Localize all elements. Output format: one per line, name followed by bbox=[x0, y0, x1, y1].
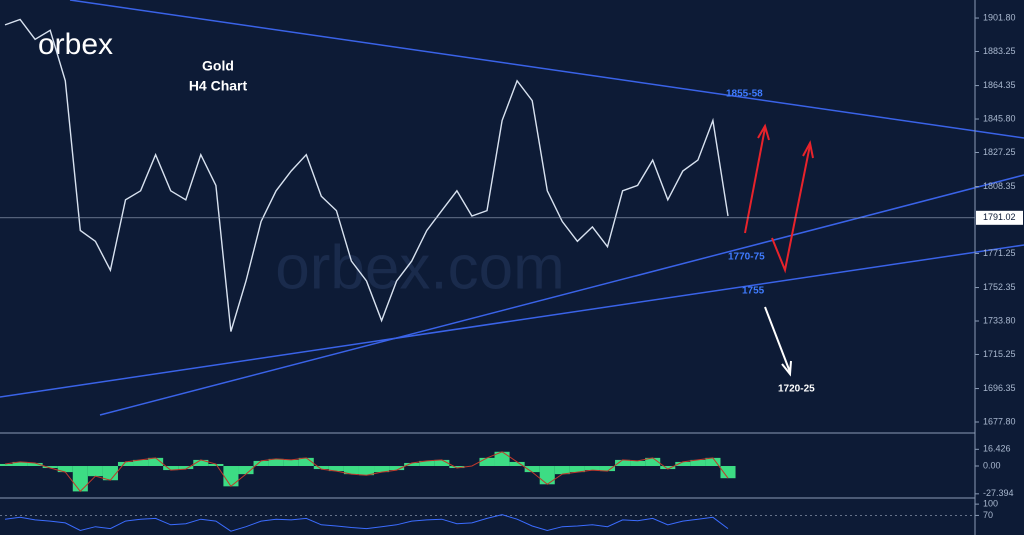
trendline bbox=[99, 174, 1024, 416]
annotation: 1720-25 bbox=[778, 384, 815, 395]
arrow bbox=[744, 127, 766, 234]
trendlines bbox=[0, 0, 1024, 416]
y-tick-label: 1677.80 bbox=[983, 416, 1016, 426]
last-price-label: 1791.02 bbox=[983, 212, 1016, 222]
histogram-bar bbox=[539, 466, 555, 485]
histogram-bar bbox=[27, 462, 43, 467]
series-line bbox=[4, 18, 729, 332]
histogram-bar bbox=[178, 466, 194, 470]
histogram-bar bbox=[374, 466, 390, 473]
y-tick-label: 70 bbox=[983, 510, 993, 520]
chart-title: Gold bbox=[202, 58, 234, 74]
histogram-bar bbox=[208, 463, 224, 467]
histogram-bar bbox=[389, 466, 405, 471]
histogram-bar bbox=[720, 466, 736, 479]
arrow-head bbox=[781, 360, 792, 377]
annotation: 1855-58 bbox=[726, 89, 763, 100]
y-tick-label: 1901.80 bbox=[983, 12, 1016, 22]
y-tick-label: 1715.25 bbox=[983, 349, 1016, 359]
histogram-bar bbox=[615, 459, 631, 467]
arrow bbox=[764, 306, 791, 373]
histogram-bar bbox=[419, 460, 435, 467]
trendline bbox=[0, 244, 1024, 398]
y-tick-label: 100 bbox=[983, 498, 998, 508]
histogram-bar bbox=[343, 466, 359, 475]
annotation: 1770-75 bbox=[728, 252, 765, 263]
histogram-bar bbox=[163, 466, 179, 471]
annotation: 1755 bbox=[742, 286, 765, 297]
y-tick-label: 16.426 bbox=[983, 444, 1011, 454]
histogram-bar bbox=[660, 466, 676, 470]
histogram-bar bbox=[675, 461, 691, 467]
chart-subtitle: H4 Chart bbox=[189, 78, 248, 94]
y-tick-label: 1696.35 bbox=[983, 383, 1016, 393]
histogram-bar bbox=[690, 459, 706, 467]
histogram-bar bbox=[554, 466, 570, 475]
histogram-bar bbox=[253, 460, 269, 467]
histogram-bar bbox=[268, 458, 284, 467]
histogram-bar bbox=[630, 460, 646, 467]
y-tick-label: 1864.35 bbox=[983, 80, 1016, 90]
histogram-bar bbox=[238, 466, 254, 475]
logo: orbex bbox=[38, 28, 113, 61]
histogram-bar bbox=[584, 466, 600, 471]
y-tick-label: 1771.25 bbox=[983, 248, 1016, 258]
last-price-box bbox=[976, 210, 1023, 225]
y-tick-label: 1883.25 bbox=[983, 46, 1016, 56]
histogram-bar bbox=[283, 459, 299, 467]
arrow bbox=[771, 144, 811, 274]
histogram-bar bbox=[72, 466, 88, 492]
histogram-bar bbox=[479, 457, 495, 467]
y-tick-label: -27.394 bbox=[983, 488, 1014, 498]
histogram-bar bbox=[434, 459, 450, 467]
histogram-bar bbox=[404, 462, 420, 467]
histogram-bar bbox=[313, 466, 329, 470]
histogram-bar bbox=[358, 466, 375, 476]
histogram-bar bbox=[509, 461, 525, 467]
arrow-head bbox=[757, 123, 770, 141]
arrows bbox=[744, 123, 814, 377]
histogram-bar bbox=[87, 466, 103, 477]
histogram-bar bbox=[494, 451, 510, 467]
histogram-bar bbox=[645, 457, 661, 467]
histogram-bar bbox=[449, 466, 465, 469]
histogram-bar bbox=[42, 466, 58, 469]
histogram-bar bbox=[223, 466, 239, 487]
histogram-bar bbox=[133, 459, 149, 467]
y-tick-label: 0.00 bbox=[983, 460, 1001, 470]
histogram-bar bbox=[569, 466, 585, 473]
histogram-bar bbox=[148, 457, 164, 467]
histogram-bar bbox=[705, 457, 721, 467]
histogram-bar bbox=[117, 461, 134, 467]
histogram-bar bbox=[0, 463, 13, 467]
series-line bbox=[4, 451, 729, 493]
histogram-bar bbox=[524, 466, 540, 473]
y-tick-label: 1808.35 bbox=[983, 181, 1016, 191]
histogram-bar bbox=[298, 457, 314, 467]
y-tick-label: 1733.80 bbox=[983, 315, 1016, 325]
histogram-bar bbox=[57, 466, 73, 473]
histogram-bar bbox=[102, 466, 118, 481]
y-tick-label: 1845.80 bbox=[983, 113, 1016, 123]
histogram-bar bbox=[12, 461, 28, 467]
trendline bbox=[69, 0, 1024, 139]
arrow-head bbox=[802, 140, 814, 159]
histogram-bar bbox=[328, 466, 344, 472]
y-tick-label: 1827.25 bbox=[983, 147, 1016, 157]
histogram-bar bbox=[193, 459, 209, 467]
histogram-bar bbox=[599, 466, 616, 472]
y-tick-label: 1752.35 bbox=[983, 282, 1016, 292]
series-line bbox=[4, 514, 729, 532]
